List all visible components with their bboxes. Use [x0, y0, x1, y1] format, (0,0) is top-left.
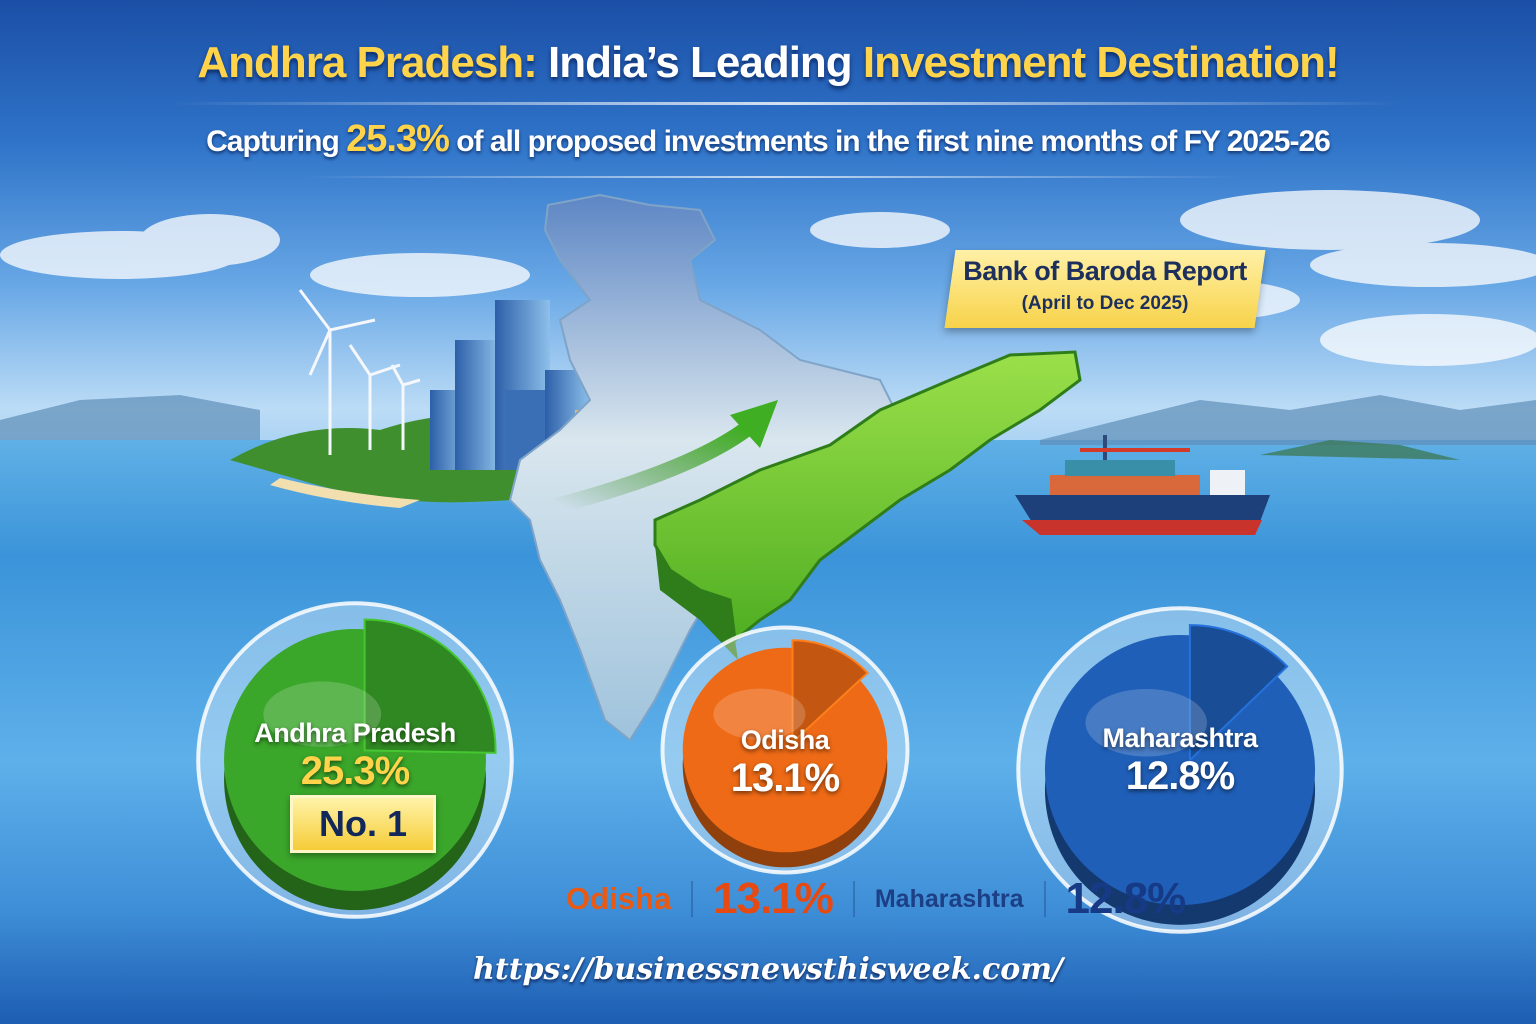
subtitle-divider [300, 176, 1240, 178]
pie-label: Andhra Pradesh 25.3% [195, 718, 515, 794]
rank-badge: No. 1 [290, 795, 436, 853]
india-map [508, 193, 902, 742]
cargo-ship [1015, 435, 1270, 535]
pie-value-label: 25.3% [300, 749, 410, 793]
pie-value-label: 13.1% [730, 756, 840, 800]
pie-gloss [1085, 688, 1208, 757]
pie-label: Maharashtra 12.8% [1015, 723, 1345, 799]
stat-odisha-name: Odisha [566, 881, 672, 916]
title-divider [170, 102, 1400, 105]
stat-separator [852, 881, 855, 917]
pie-maharashtra: Maharashtra 12.8% [1015, 605, 1345, 935]
wind-turbines [298, 289, 421, 455]
report-badge: Bank of Baroda Report (April to Dec 2025… [950, 256, 1260, 315]
subtitle-prefix: Capturing [206, 125, 347, 158]
subtitle: Capturing 25.3% of all proposed investme… [0, 118, 1536, 161]
pie-share-wedge [791, 639, 869, 745]
pie-odisha: Odisha 13.1% [660, 625, 910, 875]
page-title: Andhra Pradesh: India’s Leading Investme… [0, 38, 1536, 88]
stat-separator [691, 881, 694, 917]
stat-separator [1043, 881, 1046, 917]
subtitle-highlight: 25.3% [346, 118, 450, 160]
stat-odisha-value: 13.1% [713, 874, 834, 923]
report-title: Bank of Baroda Report [963, 256, 1247, 286]
pie-series-name: Andhra Pradesh [254, 718, 456, 748]
title-highlight-state: Andhra Pradesh: [197, 38, 538, 87]
pie-share-wedge [1188, 624, 1289, 763]
pie-andhra-pradesh: Andhra Pradesh 25.3% [195, 600, 515, 920]
footer-url[interactable]: https://businessnewsthisweek.com/ [473, 952, 1063, 987]
bottom-stats: Odisha 13.1% Maharashtra 12.8% [566, 874, 1187, 928]
growth-arrow [552, 422, 753, 513]
pie-series-name: Odisha [740, 725, 830, 755]
distant-hills [0, 395, 1536, 445]
title-middle: India’s Leading [536, 38, 863, 87]
pie-label: Odisha 13.1% [660, 725, 910, 801]
pie-gloss [263, 681, 382, 747]
subtitle-suffix: of all proposed investments in the first… [448, 125, 1331, 158]
pie-gloss [713, 688, 806, 740]
title-highlight-destination: Investment Destination! [862, 38, 1340, 87]
pie-share-wedge [363, 618, 497, 754]
stat-maharashtra-value: 12.8% [1065, 874, 1187, 923]
pie-series-name: Maharashtra [1102, 723, 1258, 753]
report-period: (April to Dec 2025) [1021, 293, 1189, 314]
pie-value-label: 12.8% [1125, 754, 1235, 798]
stat-maharashtra-name: Maharashtra [874, 884, 1024, 913]
